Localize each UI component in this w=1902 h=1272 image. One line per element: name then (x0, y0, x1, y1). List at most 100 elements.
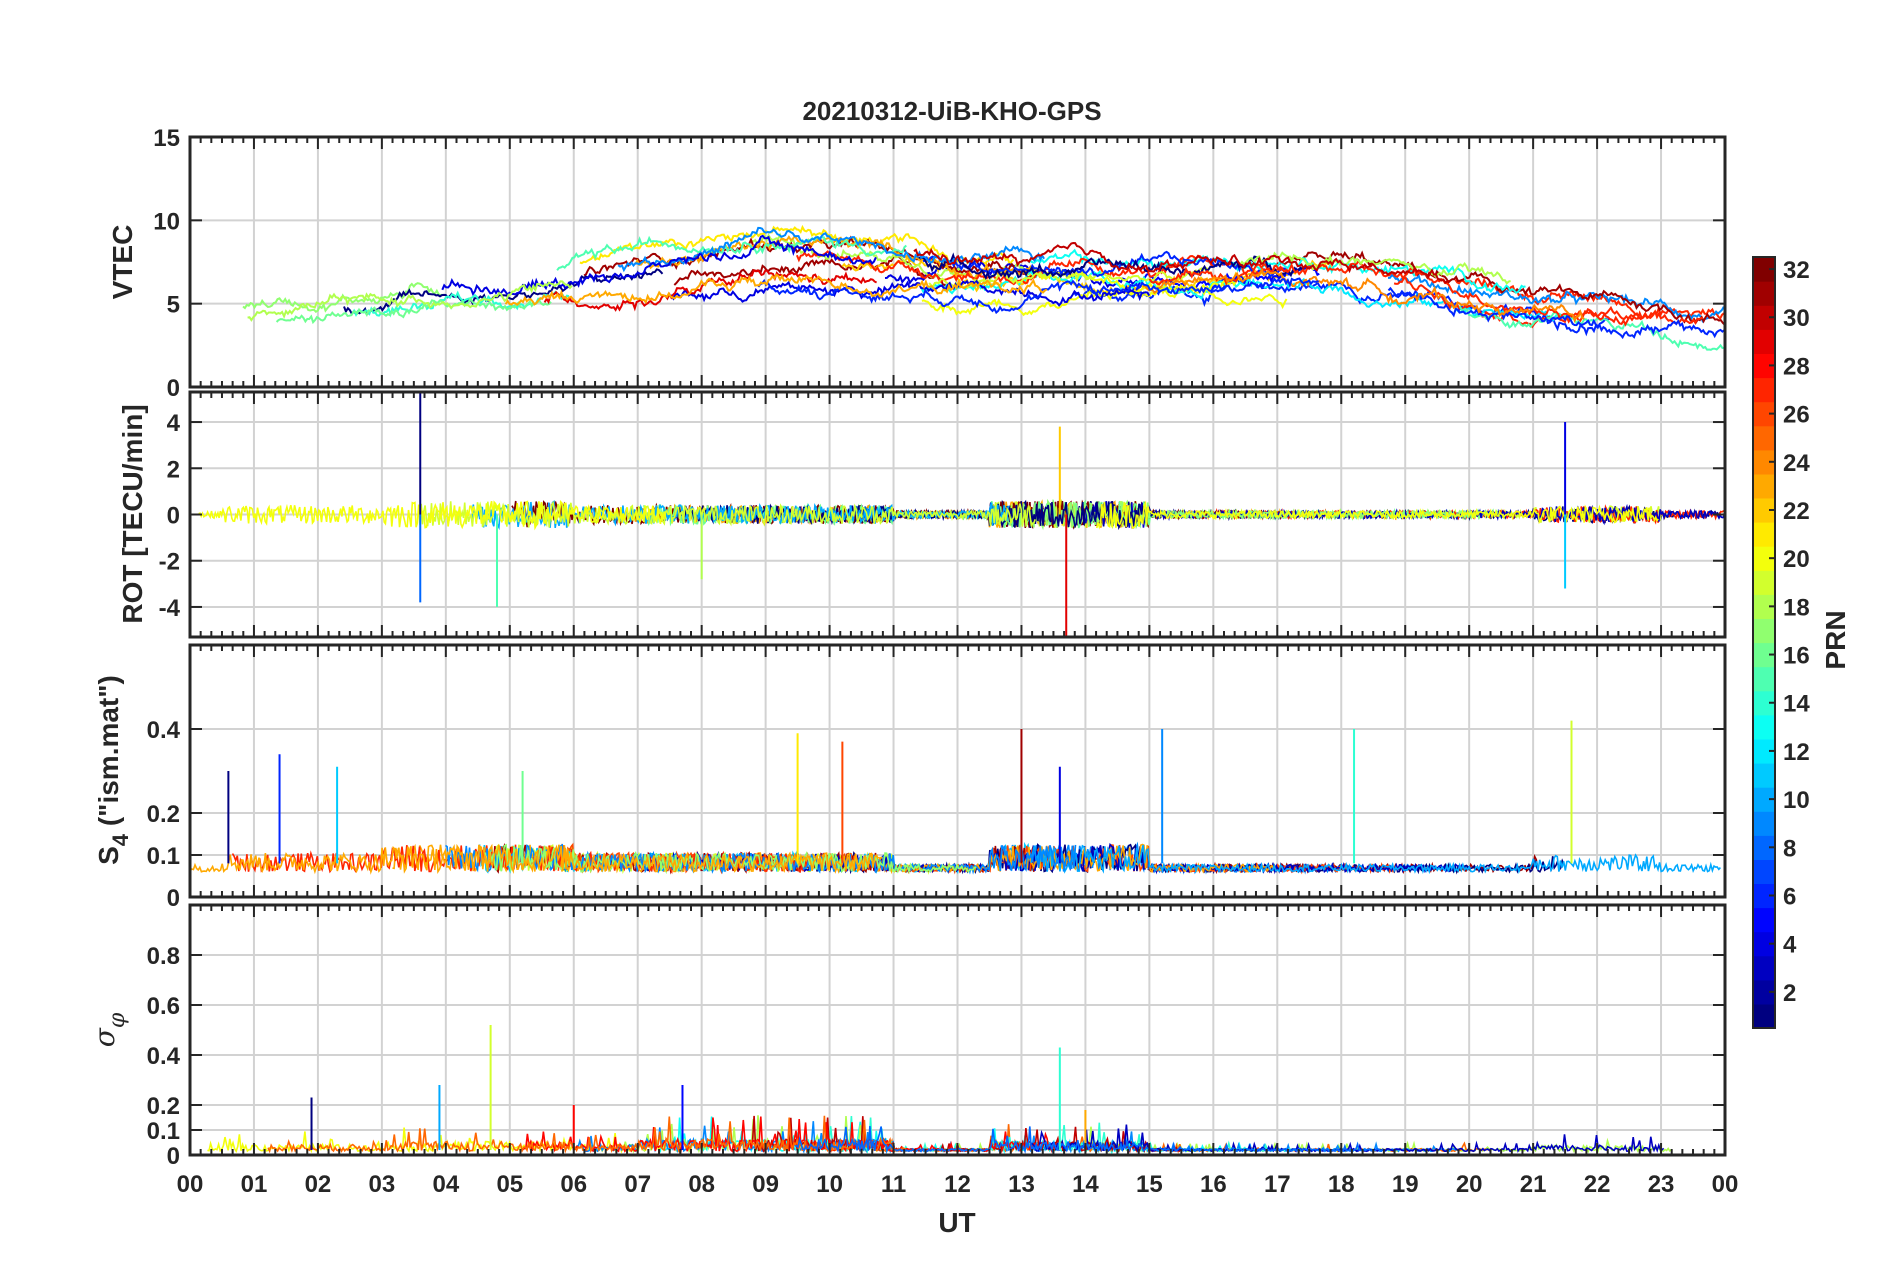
vtec-series-line (617, 226, 1045, 273)
colorbar-tick-label: 32 (1783, 257, 1810, 284)
y-tick-label: 0.2 (147, 801, 180, 828)
vtec-axes-box (188, 135, 1727, 389)
y-tick-label: 2 (167, 456, 180, 483)
colorbar-gradient (1752, 256, 1776, 1029)
colorbar-segment (1753, 642, 1775, 668)
s4-axes-box (188, 643, 1727, 899)
x-axis-label: UT (938, 1207, 975, 1238)
x-tick-label: 00 (177, 1171, 204, 1198)
x-tick-label: 19 (1392, 1171, 1419, 1198)
y-tick-label: 0.1 (147, 1118, 180, 1145)
colorbar-segment (1753, 738, 1775, 764)
colorbar-segment (1753, 883, 1775, 909)
vtec-series-line (918, 252, 1305, 281)
colorbar-segment (1753, 401, 1775, 427)
colorbar-segment (1753, 618, 1775, 644)
vtec-series-line (921, 282, 1288, 317)
rot-axes-box (188, 390, 1727, 639)
y-tick-label: 0.4 (147, 717, 181, 744)
x-tick-label: 07 (624, 1171, 651, 1198)
y-tick-label: 0 (167, 1143, 180, 1170)
x-tick-label: 20 (1456, 1171, 1483, 1198)
sigma-series-line (1029, 1124, 1665, 1154)
colorbar-tick-label: 28 (1783, 353, 1810, 380)
x-tick-label: 11 (881, 1171, 906, 1198)
x-tick-label: 03 (369, 1171, 396, 1198)
sigma-series-line (267, 1115, 907, 1154)
x-tick-label: 18 (1328, 1171, 1355, 1198)
colorbar-segment (1753, 329, 1775, 354)
colorbar-tick-label: 22 (1783, 498, 1810, 525)
colorbar-segment (1753, 955, 1775, 981)
sigma-label-main: σ (88, 1027, 121, 1047)
colorbar-segment (1753, 522, 1775, 547)
colorbar-tick-label: 24 (1783, 450, 1810, 477)
x-tick-label: 15 (1136, 1171, 1163, 1198)
y-tick-label: 10 (153, 208, 180, 235)
sigma-ylabel: σφ (88, 1012, 130, 1047)
sigma-label-sub: φ (105, 1012, 130, 1028)
x-tick-label: 22 (1584, 1171, 1611, 1198)
x-tick-label: 17 (1264, 1171, 1291, 1198)
colorbar-segment (1753, 666, 1775, 692)
colorbar-tick-label: 6 (1783, 883, 1796, 910)
x-tick-label: 23 (1648, 1171, 1675, 1198)
colorbar-label: PRN (1820, 610, 1851, 669)
x-tick-label: 04 (432, 1171, 459, 1198)
colorbar-segment (1753, 690, 1775, 716)
y-tick-label: 0 (167, 375, 180, 402)
colorbar-segment (1753, 811, 1775, 836)
vtec-series-line (504, 273, 1048, 306)
y-tick-label: 0.6 (147, 993, 180, 1020)
colorbar-segment (1753, 1003, 1775, 1029)
vtec-series-line (1148, 258, 1655, 327)
colorbar-segment (1753, 449, 1775, 475)
colorbar-segment (1753, 714, 1775, 740)
vtec-series-line (556, 235, 907, 271)
colorbar-segment (1753, 859, 1775, 884)
panel-sigma-phi: 00.10.2 0.4 0.6 0.8 σφ (88, 903, 1727, 1170)
colorbar-segment (1753, 353, 1775, 379)
x-tick-label: 10 (816, 1171, 843, 1198)
vtec-series-line (1273, 250, 1726, 326)
rot-ylabel: ROT [TECU/min] (117, 404, 148, 623)
vtec-series (242, 224, 1726, 351)
vtec-series-line (1458, 305, 1725, 351)
rot-series-line (198, 499, 667, 531)
colorbar-tick-label: 18 (1783, 594, 1810, 621)
vtec-series-line (441, 234, 877, 297)
sigma-axes-box (188, 903, 1727, 1157)
s4-label-rest: ("ism.mat") (93, 675, 124, 834)
y-tick-label: 0 (167, 503, 180, 530)
y-tick-label: 0.8 (147, 943, 180, 970)
x-tick-label: 02 (305, 1171, 332, 1198)
colorbar-segment (1753, 570, 1775, 595)
colorbar-segment (1753, 594, 1775, 619)
x-tick-label: 00 (1712, 1171, 1739, 1198)
vtec-series-line (1142, 267, 1585, 324)
y-tick-label: 4 (167, 410, 181, 437)
y-tick-label: 0.2 (147, 1093, 180, 1120)
chart-title: 20210312-UiB-KHO-GPS (802, 96, 1101, 126)
colorbar-box (1752, 256, 1776, 1029)
panel-rot: -4 -2 0 2 4 ROT [TECU/min] (117, 390, 1727, 639)
colorbar-tick-label: 16 (1783, 643, 1810, 670)
vtec-series-line (669, 279, 1151, 307)
colorbar-segment (1753, 835, 1775, 860)
vtec-series-line (913, 241, 1450, 284)
s4-series-line (189, 843, 882, 875)
y-tick-label: 0 (167, 885, 180, 912)
colorbar-segment (1753, 473, 1775, 499)
colorbar-segment (1753, 257, 1775, 282)
colorbar-tick-label: 26 (1783, 402, 1810, 429)
y-tick-label: -2 (159, 549, 180, 576)
colorbar-segment (1753, 787, 1775, 812)
x-tick-label: 14 (1072, 1171, 1099, 1198)
vtec-ylabel: VTEC (107, 225, 138, 300)
colorbar-tick-label: 10 (1783, 787, 1810, 814)
x-tick-labels: 00 01 02 03 04 05 06 07 08 09 10 11 12 13 14 15 16 17 18 19… (177, 1171, 1739, 1198)
y-tick-label: 0.1 (147, 843, 180, 870)
colorbar-tick-label: 30 (1783, 305, 1810, 332)
